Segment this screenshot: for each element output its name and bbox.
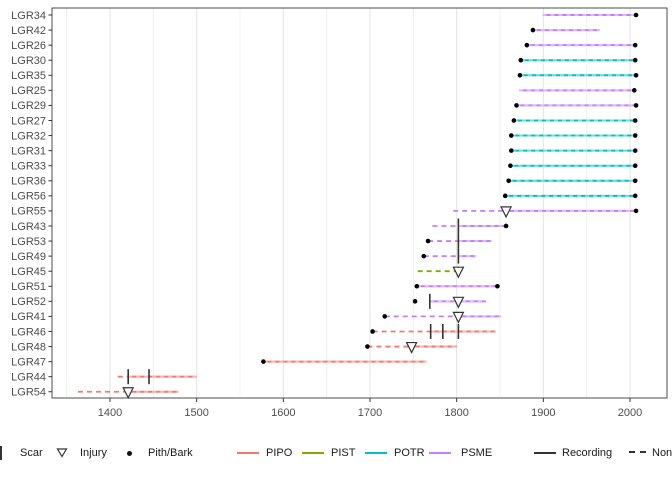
x-tick-label: 1900	[531, 407, 555, 419]
bark-marker	[632, 88, 637, 93]
pith-marker	[508, 148, 514, 153]
bark-marker	[495, 283, 500, 289]
pith-marker	[508, 163, 513, 168]
y-axis-label: LGR56	[11, 191, 46, 203]
y-axis-label: LGR48	[11, 341, 46, 353]
pith-marker	[421, 253, 427, 259]
potr-key-line	[365, 452, 387, 454]
y-axis-label: LGR32	[11, 130, 46, 142]
y-axis-label: LGR36	[11, 176, 46, 188]
pith-marker	[511, 118, 517, 123]
x-tick-label: 1500	[184, 407, 208, 419]
y-axis-label: LGR26	[11, 40, 46, 52]
pith-marker	[502, 193, 508, 199]
pipo-key-line	[237, 452, 259, 454]
bark-marker	[633, 103, 639, 108]
bark-marker	[632, 193, 638, 199]
injury-marker	[405, 341, 418, 354]
pith-marker	[365, 344, 370, 349]
injury-marker	[122, 387, 135, 400]
x-tick-label: 1700	[358, 407, 382, 419]
pith-marker	[370, 329, 375, 334]
y-axis-label: LGR55	[11, 206, 46, 218]
y-axis-label: LGR43	[11, 221, 46, 233]
y-axis-label: LGR46	[11, 326, 46, 338]
bark-marker	[632, 148, 638, 153]
bark-marker	[632, 118, 638, 123]
x-tick-label: 1600	[271, 407, 295, 419]
pith-marker	[425, 238, 431, 244]
legend-label-pith-bark: Pith/Bark	[148, 447, 193, 459]
y-axis-label: LGR27	[11, 115, 46, 127]
y-axis-label: LGR41	[11, 311, 46, 323]
injury-key-icon	[56, 448, 68, 458]
pist-key-line	[302, 452, 324, 454]
non-recording-key-line	[629, 451, 646, 453]
legend-label-pipo: PIPO	[266, 447, 293, 459]
bark-marker	[633, 72, 639, 78]
legend-label-psme: PSME	[461, 447, 493, 459]
scar-key-icon	[0, 446, 2, 460]
y-axis-label: LGR34	[11, 10, 46, 22]
chart-panel: 1400 1500 1600 1700 1800 1900 2000 LGR34 LGR42 LG…	[11, 7, 668, 419]
x-tick-label: 2000	[618, 407, 642, 419]
pith-marker	[414, 283, 420, 289]
pith-bark-key-icon	[127, 451, 132, 456]
bark-marker	[633, 12, 639, 18]
pith-marker	[508, 133, 514, 138]
bark-marker	[632, 133, 638, 138]
legend-label-scar: Scar	[20, 447, 43, 459]
pith-marker	[517, 72, 523, 78]
legend: Scar Injury Pith/Bark PIPO PIST POTR PSM…	[0, 440, 672, 480]
y-axis-label: LGR51	[11, 281, 46, 293]
y-axis-label: LGR35	[11, 70, 46, 82]
y-axis-label: LGR25	[11, 85, 46, 97]
y-axis-label: LGR45	[11, 266, 46, 278]
y-axis-label: LGR54	[11, 387, 46, 399]
legend-label-pist: PIST	[331, 447, 356, 459]
pith-marker	[524, 42, 530, 48]
bark-marker	[632, 178, 638, 184]
pith-marker	[530, 27, 536, 33]
legend-label-recording: Recording	[562, 447, 613, 459]
legend-label-injury: Injury	[80, 447, 107, 459]
y-axis-label: LGR49	[11, 251, 46, 263]
pith-marker	[506, 178, 511, 184]
injury-marker	[452, 296, 465, 309]
pith-marker	[514, 103, 519, 108]
y-axis-label: LGR53	[11, 236, 46, 248]
injury-marker	[500, 206, 513, 219]
pith-marker	[261, 359, 266, 364]
y-axis-label: LGR30	[11, 55, 46, 67]
y-axis-label: LGR29	[11, 100, 46, 112]
bark-marker	[632, 42, 638, 48]
bark-marker	[632, 57, 638, 63]
legend-label-non-recording: Non-recording	[652, 447, 672, 459]
y-axis-label: LGR52	[11, 296, 46, 308]
y-axis-label: LGR31	[11, 145, 46, 157]
pith-marker	[412, 299, 418, 304]
x-tick-label: 1400	[98, 407, 122, 419]
bark-marker	[503, 223, 509, 229]
pith-marker	[518, 57, 524, 63]
y-axis-label: LGR44	[11, 371, 46, 383]
pith-marker	[382, 314, 388, 319]
y-axis-label: LGR47	[11, 356, 46, 368]
legend-label-potr: POTR	[394, 447, 425, 459]
y-axis-label: LGR33	[11, 161, 46, 173]
injury-marker	[452, 311, 465, 324]
bark-marker	[633, 208, 639, 214]
psme-key-line	[429, 452, 451, 454]
y-axis-label: LGR42	[11, 25, 46, 37]
injury-marker	[452, 266, 465, 279]
x-tick-label: 1800	[444, 407, 468, 419]
recording-key-line	[534, 452, 556, 454]
panel-border	[51, 7, 668, 399]
bark-marker	[632, 163, 638, 168]
